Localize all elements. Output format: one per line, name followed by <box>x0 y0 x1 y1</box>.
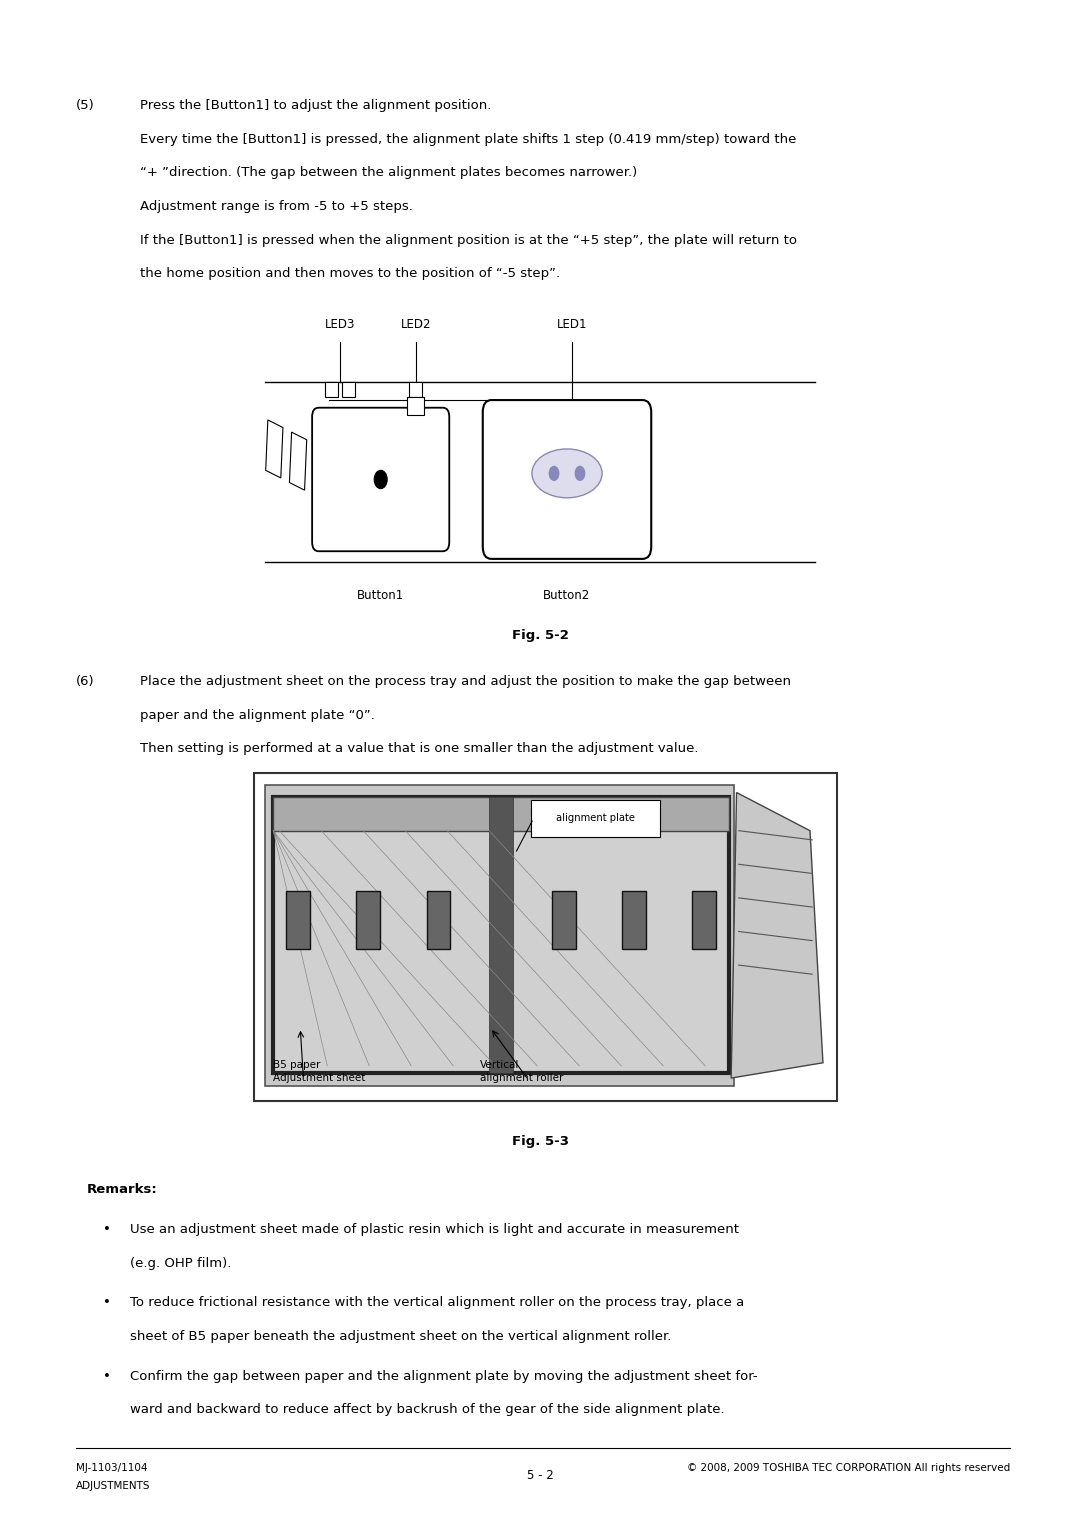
Bar <box>407 397 424 415</box>
Text: 5 - 2: 5 - 2 <box>527 1469 553 1483</box>
Circle shape <box>575 466 585 481</box>
Text: Fig. 5-2: Fig. 5-2 <box>512 629 568 643</box>
Text: (e.g. OHP film).: (e.g. OHP film). <box>130 1257 231 1270</box>
Text: LED1: LED1 <box>557 318 588 331</box>
Text: alignment plate: alignment plate <box>556 814 635 823</box>
Bar <box>273 797 729 831</box>
Bar <box>273 797 729 1073</box>
Text: (6): (6) <box>76 675 94 689</box>
Text: LED3: LED3 <box>325 318 355 331</box>
Text: ADJUSTMENTS: ADJUSTMENTS <box>76 1481 150 1492</box>
Bar <box>427 892 450 950</box>
Text: Place the adjustment sheet on the process tray and adjust the position to make t: Place the adjustment sheet on the proces… <box>140 675 792 689</box>
Text: “+ ”direction. (The gap between the alignment plates becomes narrower.): “+ ”direction. (The gap between the alig… <box>140 166 637 180</box>
Polygon shape <box>731 793 823 1078</box>
Text: Confirm the gap between paper and the alignment plate by moving the adjustment s: Confirm the gap between paper and the al… <box>130 1370 757 1383</box>
Bar <box>356 892 380 950</box>
Bar <box>254 773 837 1101</box>
Circle shape <box>374 470 388 489</box>
Bar <box>342 382 355 397</box>
Text: Vertical
alignment roller: Vertical alignment roller <box>480 1060 563 1083</box>
Bar <box>409 382 422 397</box>
Text: Adjustment range is from -5 to +5 steps.: Adjustment range is from -5 to +5 steps. <box>140 200 414 214</box>
Text: paper and the alignment plate “0”.: paper and the alignment plate “0”. <box>140 709 375 722</box>
Polygon shape <box>289 432 307 490</box>
Text: the home position and then moves to the position of “-5 step”.: the home position and then moves to the … <box>140 267 561 281</box>
Text: (5): (5) <box>76 99 94 113</box>
Bar <box>489 797 513 1073</box>
Bar <box>692 892 716 950</box>
FancyBboxPatch shape <box>531 800 660 837</box>
Ellipse shape <box>531 449 603 498</box>
Text: Every time the [Button1] is pressed, the alignment plate shifts 1 step (0.419 mm: Every time the [Button1] is pressed, the… <box>140 133 797 147</box>
Text: If the [Button1] is pressed when the alignment position is at the “+5 step”, the: If the [Button1] is pressed when the ali… <box>140 234 797 247</box>
Text: Button2: Button2 <box>543 589 591 603</box>
Bar <box>265 785 734 1086</box>
Text: B5 paper
Adjustment sheet: B5 paper Adjustment sheet <box>273 1060 366 1083</box>
Text: MJ-1103/1104: MJ-1103/1104 <box>76 1463 147 1474</box>
Text: LED2: LED2 <box>401 318 431 331</box>
FancyBboxPatch shape <box>483 400 651 559</box>
Circle shape <box>549 466 559 481</box>
Text: Use an adjustment sheet made of plastic resin which is light and accurate in mea: Use an adjustment sheet made of plastic … <box>130 1223 739 1237</box>
FancyBboxPatch shape <box>312 408 449 551</box>
Text: Fig. 5-3: Fig. 5-3 <box>512 1135 568 1148</box>
Text: Button1: Button1 <box>357 589 404 603</box>
Bar <box>552 892 576 950</box>
Text: •: • <box>103 1370 110 1383</box>
Text: •: • <box>103 1296 110 1310</box>
Text: © 2008, 2009 TOSHIBA TEC CORPORATION All rights reserved: © 2008, 2009 TOSHIBA TEC CORPORATION All… <box>687 1463 1010 1474</box>
Polygon shape <box>266 420 283 478</box>
Bar <box>286 892 310 950</box>
Text: Press the [Button1] to adjust the alignment position.: Press the [Button1] to adjust the alignm… <box>140 99 491 113</box>
Text: To reduce frictional resistance with the vertical alignment roller on the proces: To reduce frictional resistance with the… <box>130 1296 744 1310</box>
Text: sheet of B5 paper beneath the adjustment sheet on the vertical alignment roller.: sheet of B5 paper beneath the adjustment… <box>130 1330 671 1344</box>
Text: Then setting is performed at a value that is one smaller than the adjustment val: Then setting is performed at a value tha… <box>140 742 699 756</box>
Bar <box>622 892 646 950</box>
Text: ward and backward to reduce affect by backrush of the gear of the side alignment: ward and backward to reduce affect by ba… <box>130 1403 725 1417</box>
Text: •: • <box>103 1223 110 1237</box>
Text: Remarks:: Remarks: <box>86 1183 158 1197</box>
Bar <box>325 382 338 397</box>
